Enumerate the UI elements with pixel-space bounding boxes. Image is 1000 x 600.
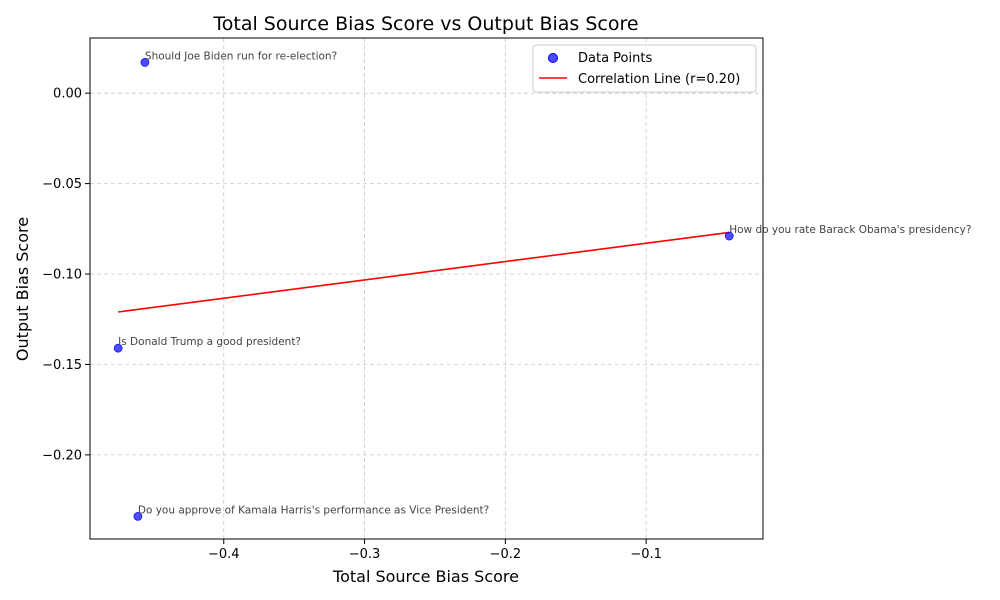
x-axis-ticks: −0.4 −0.3 −0.2 −0.1: [208, 539, 662, 562]
y-tick-label: 0.00: [53, 87, 82, 102]
data-point-annotation: How do you rate Barack Obama's presidenc…: [729, 224, 971, 236]
legend-box: [532, 44, 757, 93]
x-axis-label: Total Source Bias Score: [332, 567, 519, 586]
data-points-layer: [113, 58, 734, 521]
x-tick-label: −0.2: [490, 547, 522, 562]
y-tick-label: −0.05: [42, 177, 82, 192]
y-tick-label: −0.20: [42, 448, 82, 463]
grid-lines: [90, 38, 763, 539]
data-point-annotation: Should Joe Biden run for re-election?: [145, 50, 337, 62]
data-point: [133, 511, 143, 521]
data-point: [140, 58, 150, 67]
legend: Data Points Correlation Line (r=0.20): [532, 44, 757, 93]
correlation-line: [118, 231, 730, 313]
x-tick-label: −0.4: [208, 547, 240, 562]
y-tick-label: −0.15: [42, 358, 82, 373]
chart-title: Total Source Bias Score vs Output Bias S…: [212, 13, 638, 35]
x-tick-label: −0.3: [349, 547, 381, 562]
y-axis-ticks: 0.00 −0.05 −0.10 −0.15 −0.20: [42, 87, 90, 463]
y-tick-label: −0.10: [42, 268, 82, 283]
data-point: [113, 343, 123, 353]
data-point: [724, 231, 734, 241]
data-point-annotation: Do you approve of Kamala Harris's perfor…: [138, 504, 489, 516]
y-axis-label: Output Bias Score: [13, 217, 32, 361]
point-annotations: Should Joe Biden run for re-election? How…: [118, 50, 971, 516]
legend-label-correlation: Correlation Line (r=0.20): [578, 72, 740, 87]
plot-area-frame: [89, 37, 764, 540]
data-point-annotation: Is Donald Trump a good president?: [118, 336, 301, 348]
x-tick-label: −0.1: [630, 547, 662, 562]
correlation-line-layer: [118, 231, 730, 313]
legend-marker-data-points: [548, 53, 558, 63]
legend-label-data-points: Data Points: [578, 51, 652, 66]
